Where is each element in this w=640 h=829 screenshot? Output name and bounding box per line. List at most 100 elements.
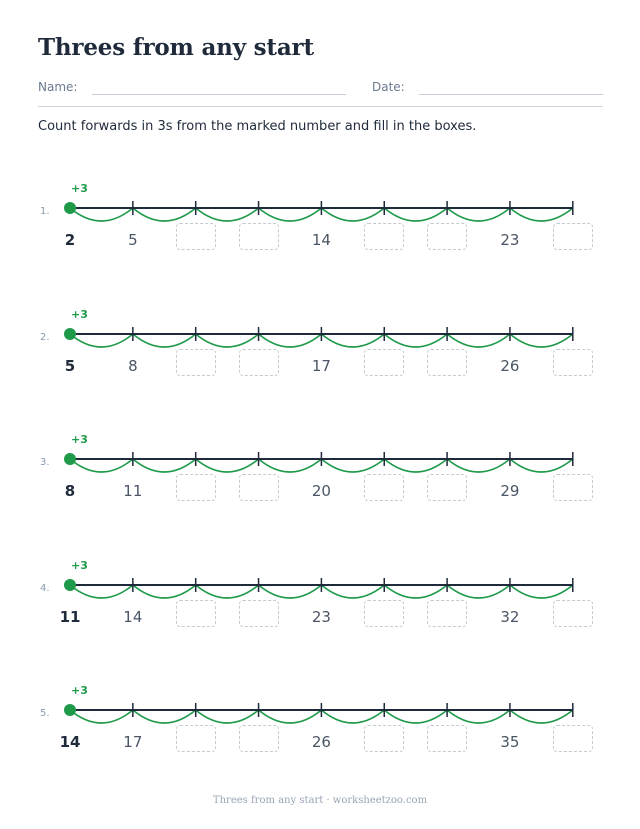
answer-box[interactable]: [364, 223, 405, 250]
jump-arc: [320, 583, 385, 599]
answer-box[interactable]: [364, 348, 405, 376]
jump-arc: [383, 332, 448, 348]
jump-label: +3: [71, 182, 88, 195]
problem-number: 1.: [40, 206, 50, 217]
answer-box[interactable]: [364, 725, 405, 752]
number-line-problem: 1. +3 2 5 14 23: [0, 178, 640, 268]
given-number: 29: [500, 482, 520, 500]
problem-number: 4.: [40, 582, 50, 594]
answer-box[interactable]: [238, 725, 279, 752]
given-number: 11: [123, 482, 143, 500]
jump-label: +3: [71, 684, 88, 697]
start-number: 11: [59, 607, 81, 626]
jump-label: +3: [71, 307, 88, 321]
jump-arc: [69, 583, 134, 599]
start-number: 14: [59, 733, 81, 751]
problem-number: 2.: [40, 331, 50, 343]
jump-arc: [69, 458, 134, 473]
jump-arc: [320, 207, 385, 222]
given-number: 26: [311, 733, 331, 751]
answer-box[interactable]: [427, 725, 468, 752]
answer-box[interactable]: [175, 474, 216, 501]
jump-arc: [509, 583, 574, 599]
number-line-problem: 4. +3 11 14 23 32: [0, 555, 640, 645]
jump-arc: [258, 583, 322, 599]
footer: Threes from any start · worksheetzoo.com: [212, 795, 428, 806]
given-number: 23: [500, 231, 520, 249]
jump-arc: [132, 332, 197, 348]
start-number: 8: [64, 482, 76, 500]
answer-box[interactable]: [427, 348, 468, 376]
name-date-fields: Name: Date:: [38, 80, 603, 96]
answer-box[interactable]: [552, 725, 593, 752]
answer-box[interactable]: [238, 599, 279, 627]
page-title: Threes from any start: [38, 34, 314, 61]
jump-arc: [509, 332, 574, 348]
jump-arc: [258, 458, 322, 473]
start-marker: [64, 327, 76, 340]
instructions: Count forwards in 3s from the marked num…: [38, 119, 477, 134]
jump-arc: [195, 332, 260, 348]
number-line-problem: 3. +3 8 11 20 29: [0, 429, 640, 519]
given-number: 26: [500, 356, 520, 375]
jump-arc: [509, 709, 574, 724]
given-number: 5: [128, 231, 138, 249]
answer-box[interactable]: [552, 348, 593, 376]
number-line: [64, 703, 574, 724]
problem-number: 3.: [40, 457, 50, 468]
jump-label: +3: [71, 433, 88, 446]
start-marker: [64, 704, 76, 716]
jump-arc: [446, 709, 511, 724]
answer-box[interactable]: [175, 348, 216, 376]
jump-arc: [383, 583, 448, 599]
jump-arc: [383, 207, 448, 222]
jump-arc: [509, 458, 574, 473]
answer-box[interactable]: [238, 223, 279, 250]
answer-box[interactable]: [427, 599, 468, 627]
answer-box[interactable]: [552, 599, 593, 627]
date-label: Date:: [372, 80, 405, 94]
jump-arc: [258, 207, 322, 222]
jump-arc: [69, 332, 134, 348]
jump-arc: [446, 332, 511, 348]
jump-arc: [383, 458, 448, 473]
given-number: 14: [311, 231, 331, 249]
given-number: 20: [311, 482, 331, 500]
given-number: 17: [123, 733, 143, 751]
date-field[interactable]: [419, 94, 603, 95]
answer-box[interactable]: [175, 599, 216, 627]
name-field[interactable]: [92, 94, 346, 95]
answer-box[interactable]: [175, 725, 216, 752]
number-line: [64, 201, 574, 222]
given-number: 17: [311, 356, 331, 375]
jump-arc: [132, 458, 197, 473]
name-label: Name:: [38, 80, 78, 94]
jump-arc: [132, 207, 197, 222]
start-number: 2: [64, 231, 76, 249]
number-line: [64, 326, 574, 348]
given-number: 32: [500, 607, 520, 626]
given-number: 14: [123, 607, 143, 626]
answer-box[interactable]: [238, 474, 279, 501]
given-number: 35: [500, 733, 520, 751]
answer-box[interactable]: [427, 474, 468, 501]
jump-arc: [195, 709, 260, 724]
number-line-problem: 2. +3 5 8 17 26: [0, 304, 640, 394]
header-divider: [38, 106, 603, 107]
jump-arc: [195, 207, 260, 222]
number-line-problem: 5. +3 14 17 26 35: [0, 680, 640, 770]
number-line: [64, 577, 574, 599]
jump-arc: [446, 207, 511, 222]
answer-box[interactable]: [427, 223, 468, 250]
answer-box[interactable]: [238, 348, 279, 376]
start-number: 5: [64, 356, 76, 375]
answer-box[interactable]: [175, 223, 216, 250]
answer-box[interactable]: [552, 223, 593, 250]
answer-box[interactable]: [552, 474, 593, 501]
jump-arc: [446, 583, 511, 599]
start-marker: [64, 578, 76, 591]
jump-arc: [258, 332, 322, 348]
answer-box[interactable]: [364, 599, 405, 627]
number-line: [64, 452, 574, 473]
answer-box[interactable]: [364, 474, 405, 501]
